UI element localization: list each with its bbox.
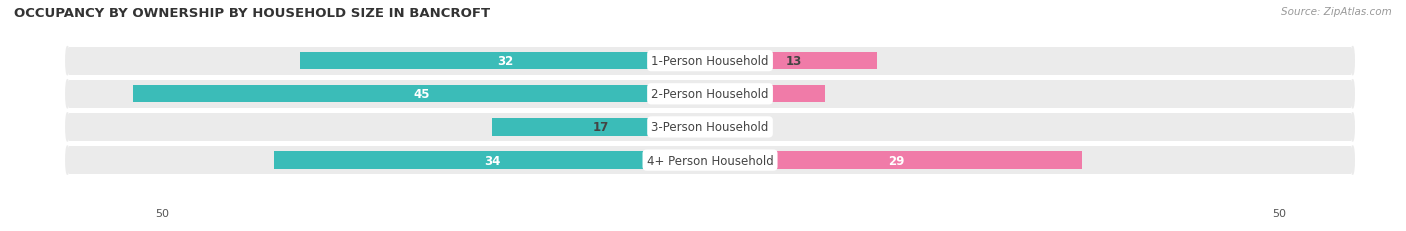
Bar: [710, 152, 1081, 169]
Text: 32: 32: [496, 55, 513, 68]
Ellipse shape: [1351, 80, 1354, 108]
Text: 29: 29: [887, 154, 904, 167]
Text: 1-Person Household: 1-Person Household: [651, 55, 769, 68]
Bar: [69, 113, 1351, 141]
Text: 13: 13: [785, 55, 801, 68]
Bar: [69, 80, 1351, 108]
Ellipse shape: [66, 113, 69, 141]
Text: 2: 2: [718, 121, 727, 134]
Bar: [274, 152, 710, 169]
Text: 34: 34: [484, 154, 501, 167]
Bar: [492, 119, 710, 136]
Text: 45: 45: [413, 88, 430, 101]
Text: 2-Person Household: 2-Person Household: [651, 88, 769, 101]
Ellipse shape: [66, 80, 69, 108]
Bar: [134, 86, 710, 103]
Text: OCCUPANCY BY OWNERSHIP BY HOUSEHOLD SIZE IN BANCROFT: OCCUPANCY BY OWNERSHIP BY HOUSEHOLD SIZE…: [14, 7, 491, 20]
Bar: [710, 119, 735, 136]
Bar: [69, 47, 1351, 75]
Text: 17: 17: [593, 121, 609, 134]
Bar: [299, 53, 710, 70]
Bar: [710, 53, 877, 70]
Ellipse shape: [66, 47, 69, 75]
Ellipse shape: [1351, 47, 1354, 75]
Bar: [710, 86, 825, 103]
Text: Source: ZipAtlas.com: Source: ZipAtlas.com: [1281, 7, 1392, 17]
Ellipse shape: [66, 146, 69, 174]
Ellipse shape: [1351, 146, 1354, 174]
Text: 3-Person Household: 3-Person Household: [651, 121, 769, 134]
Text: 50: 50: [155, 208, 169, 218]
Ellipse shape: [1351, 113, 1354, 141]
Text: 9: 9: [763, 88, 772, 101]
Text: 4+ Person Household: 4+ Person Household: [647, 154, 773, 167]
Text: 50: 50: [1272, 208, 1286, 218]
Bar: [69, 146, 1351, 174]
Legend: Owner-occupied, Renter-occupied: Owner-occupied, Renter-occupied: [582, 228, 838, 231]
